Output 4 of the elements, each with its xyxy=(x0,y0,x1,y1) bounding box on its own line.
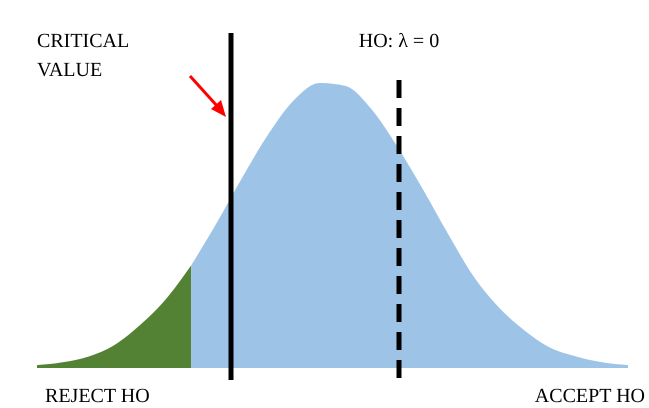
text: REJECT HO xyxy=(45,385,150,407)
text: HO: λ = 0 xyxy=(358,30,440,52)
text: CRITICAL VALUE xyxy=(37,30,130,81)
text: ACCEPT HO xyxy=(534,385,645,407)
